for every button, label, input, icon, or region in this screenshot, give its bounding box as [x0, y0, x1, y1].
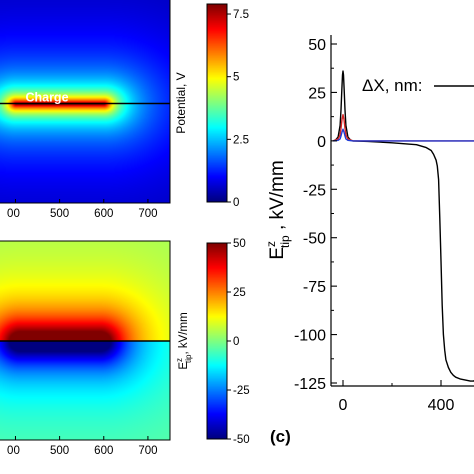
panel-a: Charge 00 500 600 700 7.5 5 2.5 0 Potential, V — [0, 0, 249, 220]
colorbar-tick-label: 5 — [233, 72, 239, 84]
colorbar-frame — [206, 3, 228, 203]
colorbar-label: Potential, V — [174, 72, 188, 133]
panel-label: (c) — [270, 427, 291, 446]
colorbar-ticks: 7.5 5 2.5 0 — [227, 9, 249, 209]
series-layer — [332, 70, 474, 382]
colorbar-tick-label: 0 — [233, 336, 239, 348]
series-red-line — [332, 113, 474, 142]
ylabel-sup: z — [264, 241, 278, 247]
x-tick-label: 00 — [7, 208, 20, 220]
x-tick-label: 400 — [428, 397, 455, 414]
colorbar-tick-label: 2.5 — [233, 134, 249, 146]
x-tick-label: 600 — [94, 208, 113, 220]
panel-c: 50 25 0 -25 -50 -75 -100 -125 0 400 Eztip , kV/m… — [264, 35, 474, 446]
y-tick-label: 25 — [308, 85, 326, 102]
y-tick-label: -25 — [303, 182, 326, 199]
series-blue-line — [333, 128, 474, 142]
y-tick-label: 50 — [308, 37, 326, 54]
colorbar-tick-label: 0 — [233, 197, 239, 209]
x-tick-label: 500 — [50, 445, 69, 457]
x-tick-label: 00 — [7, 445, 20, 457]
x-tick-label: 700 — [138, 445, 157, 457]
potential-colorbar — [207, 4, 227, 202]
x-axis-ticks: 0 400 — [339, 380, 455, 414]
charge-annotation: Charge — [25, 91, 68, 105]
x-tick-label: 0 — [339, 397, 348, 414]
ylabel-rest: , kV/mm — [267, 160, 288, 235]
x-tick-label: 600 — [94, 445, 113, 457]
colorbar-ticks: 50 25 0 -25 -50 — [227, 238, 250, 446]
colorbar-tick-label: 50 — [233, 238, 246, 250]
colorbar-label-rest: , kV/mm — [178, 312, 190, 354]
colorbar-tick-label: -50 — [233, 434, 250, 446]
y-tick-label: -125 — [294, 376, 326, 393]
colorbar-tick-label: 7.5 — [233, 9, 249, 21]
heatmap-frame — [0, 0, 171, 204]
panel-b: 00 500 600 700 50 25 0 -25 -50 Eztip, kV/mm — [0, 238, 250, 457]
colorbar-label-sup: z — [175, 358, 184, 362]
potential-heatmap — [0, 0, 170, 203]
x-tick-label: 500 — [50, 208, 69, 220]
tip-field-colorbar — [207, 243, 227, 439]
y-tick-label: -100 — [294, 328, 326, 345]
y-tick-label: 0 — [317, 134, 326, 151]
y-tick-label: -75 — [303, 279, 326, 296]
colorbar-label-main: E — [178, 362, 190, 370]
x-tick-label: 700 — [138, 208, 157, 220]
x-axis-ticks: 00 500 600 700 — [7, 436, 158, 457]
y-tick-label: -50 — [303, 231, 326, 248]
legend-title: ΔX, nm: — [362, 76, 422, 95]
ylabel-main: E — [267, 247, 288, 260]
y-axis-label: Eztip , kV/mm — [264, 160, 292, 259]
colorbar-tick-label: -25 — [233, 385, 250, 397]
colorbar-label: Eztip, kV/mm — [175, 312, 193, 369]
series-black-line — [332, 70, 474, 382]
ylabel-sub: tip — [278, 235, 292, 248]
heatmap-frame — [0, 240, 171, 441]
colorbar-tick-label: 25 — [233, 287, 246, 299]
colorbar-label-sub: tip — [184, 354, 193, 363]
x-axis-ticks: 00 500 600 700 — [7, 199, 158, 220]
y-axis-ticks: 50 25 0 -25 -50 -75 -100 -125 — [294, 37, 337, 393]
